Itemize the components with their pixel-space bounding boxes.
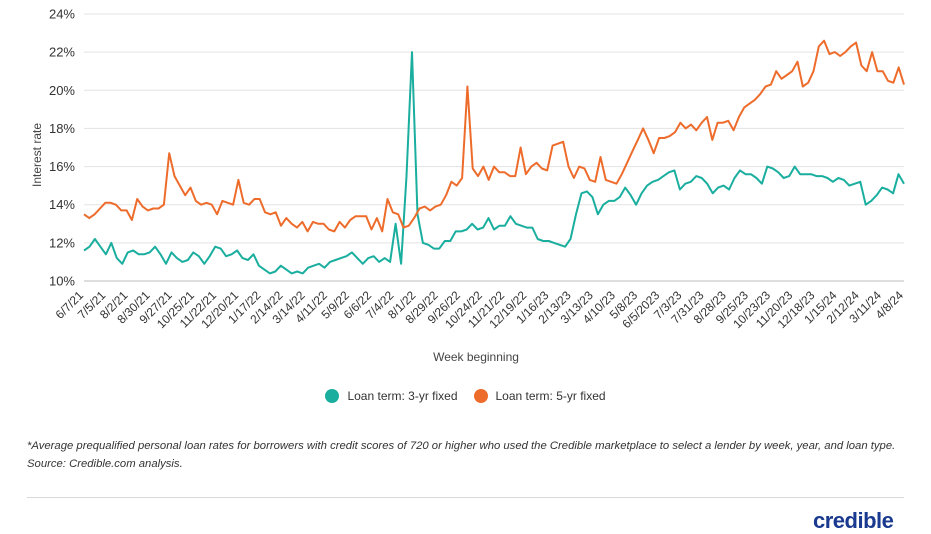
y-tick-label: 20% <box>49 83 75 98</box>
y-tick-labels: 10% 12% 14% 16% 18% 20% 22% 24% <box>49 7 75 289</box>
y-tick-label: 22% <box>49 45 75 60</box>
divider <box>27 497 904 498</box>
y-axis-label: Interest rate <box>30 123 44 187</box>
series-line-5yr <box>83 39 905 233</box>
y-tick-label: 10% <box>49 274 75 289</box>
series-line-3yr <box>83 51 905 275</box>
y-tick-label: 18% <box>49 121 75 136</box>
y-tick-label: 12% <box>49 235 75 250</box>
y-tick-label: 14% <box>49 197 75 212</box>
legend-item-3yr: Loan term: 3-yr fixed <box>325 389 458 403</box>
legend-label-3yr: Loan term: 3-yr fixed <box>347 389 458 403</box>
series-lines <box>83 39 905 275</box>
credible-logo[interactable]: credible <box>813 508 894 533</box>
legend: Loan term: 3-yr fixed Loan term: 5-yr fi… <box>0 389 931 403</box>
gridlines <box>84 13 904 282</box>
legend-label-5yr: Loan term: 5-yr fixed <box>495 389 606 403</box>
y-tick-label: 16% <box>49 159 75 174</box>
legend-item-5yr: Loan term: 5-yr fixed <box>473 389 606 403</box>
footnote: *Average prequalified personal loan rate… <box>27 440 896 470</box>
y-tick-label: 24% <box>49 7 75 22</box>
legend-marker-3yr <box>325 389 340 403</box>
x-axis-label: Week beginning <box>433 350 519 364</box>
x-tick-labels: 6/7/217/5/218/2/218/30/219/27/2110/25/21… <box>53 288 907 331</box>
line-chart: 10% 12% 14% 16% 18% 20% 22% 24% Interest rate 6… <box>30 7 907 365</box>
legend-marker-5yr <box>473 389 488 403</box>
